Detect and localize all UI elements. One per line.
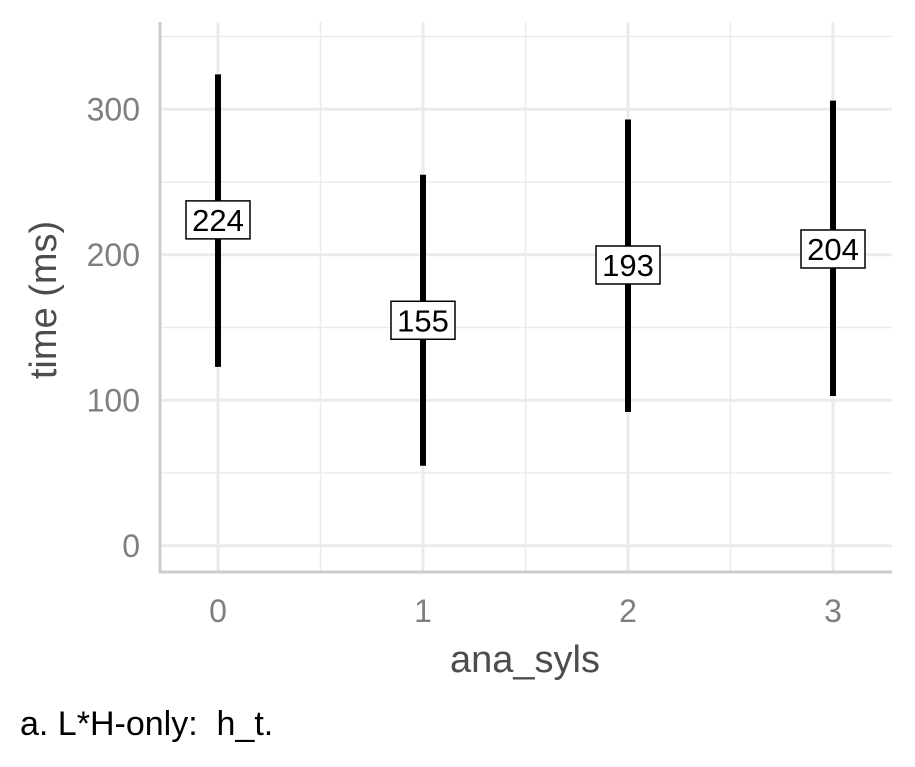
x-tick-label: 3 — [824, 593, 842, 629]
data-label-box — [390, 300, 456, 341]
x-axis-title: ana_syls — [450, 639, 600, 681]
y-tick-label: 0 — [122, 528, 140, 564]
x-tick-label: 2 — [619, 593, 637, 629]
y-axis-title: time (ms) — [23, 221, 65, 379]
y-tick-label: 100 — [87, 382, 140, 418]
data-label-layer: 224 155 193 204 — [185, 200, 866, 341]
data-label: 155 — [397, 303, 449, 338]
x-tick-label: 1 — [414, 593, 432, 629]
y-tick-label: 200 — [87, 237, 140, 273]
data-label: 224 — [192, 203, 244, 238]
data-label-box — [800, 229, 866, 269]
x-tick-label: 0 — [209, 593, 227, 629]
data-label: 204 — [807, 232, 859, 267]
chart-caption: a. L*H-only: h_t. — [20, 705, 273, 743]
data-label: 193 — [602, 248, 654, 283]
data-label-box — [595, 245, 661, 285]
y-tick-label: 300 — [87, 91, 140, 127]
tick-layer: 0 100 200 300 0 1 2 3 — [87, 91, 842, 629]
axis-layer — [158, 22, 892, 574]
grid-layer — [160, 22, 892, 572]
data-label-box — [185, 200, 251, 240]
